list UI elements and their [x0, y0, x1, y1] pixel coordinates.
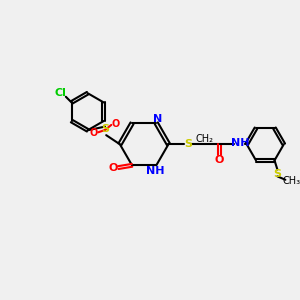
Text: NH: NH [231, 138, 249, 148]
Text: S: S [101, 124, 109, 134]
Text: N: N [153, 114, 162, 124]
Text: O: O [89, 128, 98, 138]
Text: O: O [215, 155, 224, 165]
Text: CH₂: CH₂ [196, 134, 214, 144]
Text: S: S [184, 139, 192, 149]
Text: O: O [109, 163, 118, 172]
Text: NH: NH [146, 166, 164, 176]
Text: S: S [273, 169, 281, 179]
Text: Cl: Cl [55, 88, 67, 98]
Text: CH₃: CH₃ [282, 176, 300, 187]
Text: O: O [112, 119, 120, 129]
